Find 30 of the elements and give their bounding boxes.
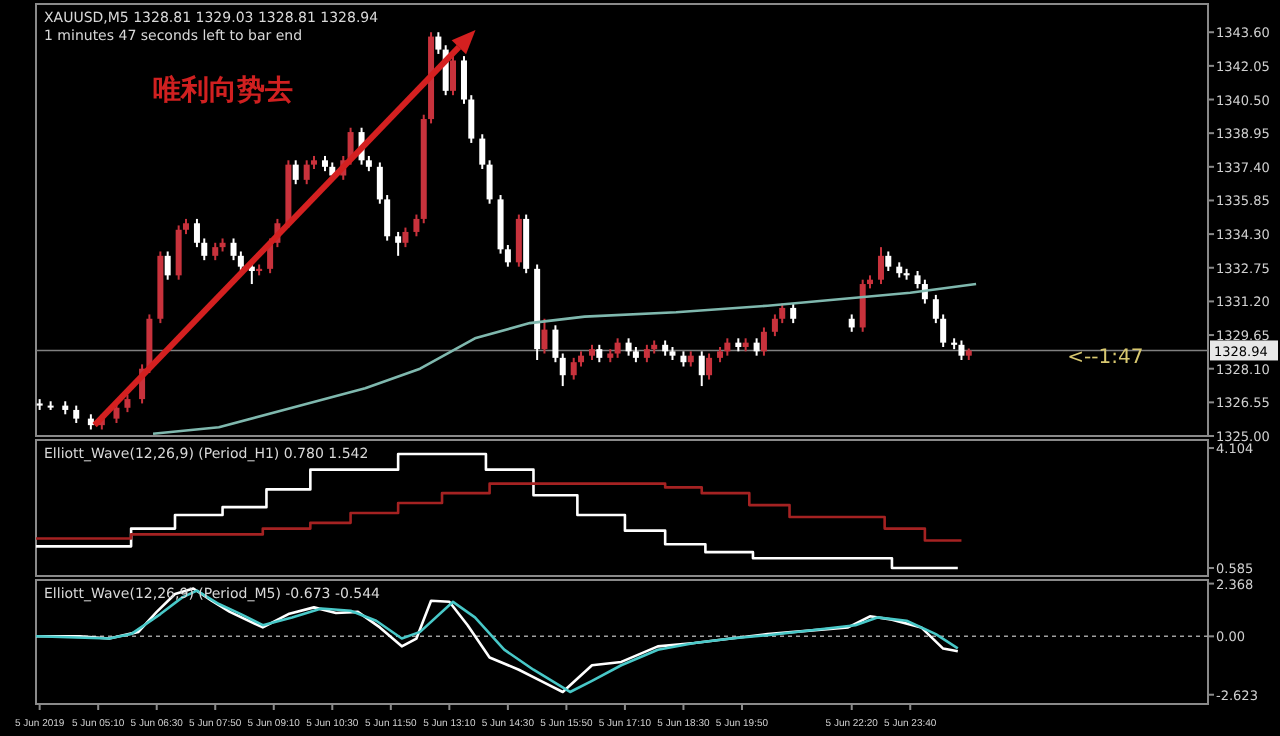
candlestick [402, 226, 409, 249]
annotation: 唯利向势去 [153, 73, 294, 108]
candlestick [515, 213, 522, 268]
candlestick [885, 250, 892, 273]
candlestick [292, 159, 299, 186]
candlestick [859, 278, 866, 333]
candlestick [230, 237, 237, 262]
candlestick [413, 213, 420, 238]
candlestick [760, 326, 767, 357]
candlestick [303, 159, 310, 186]
candlestick [552, 324, 559, 364]
candlestick [164, 250, 171, 281]
candlestick [614, 337, 621, 359]
candlestick [559, 352, 566, 388]
candlestick [175, 224, 182, 281]
candlestick [541, 317, 548, 355]
candlestick [771, 313, 778, 338]
line-series [151, 282, 978, 436]
candlestick [479, 133, 486, 170]
candlestick [486, 159, 493, 205]
candlestick [570, 356, 577, 381]
candlestick [698, 350, 705, 388]
candlestick [395, 230, 402, 257]
candlestick [450, 55, 456, 97]
candlestick [877, 246, 884, 286]
candlestick [958, 339, 965, 362]
annotation: <--1:47 [1067, 346, 1144, 369]
candlestick [435, 31, 442, 55]
candlestick [790, 302, 797, 325]
candlestick [706, 352, 713, 381]
